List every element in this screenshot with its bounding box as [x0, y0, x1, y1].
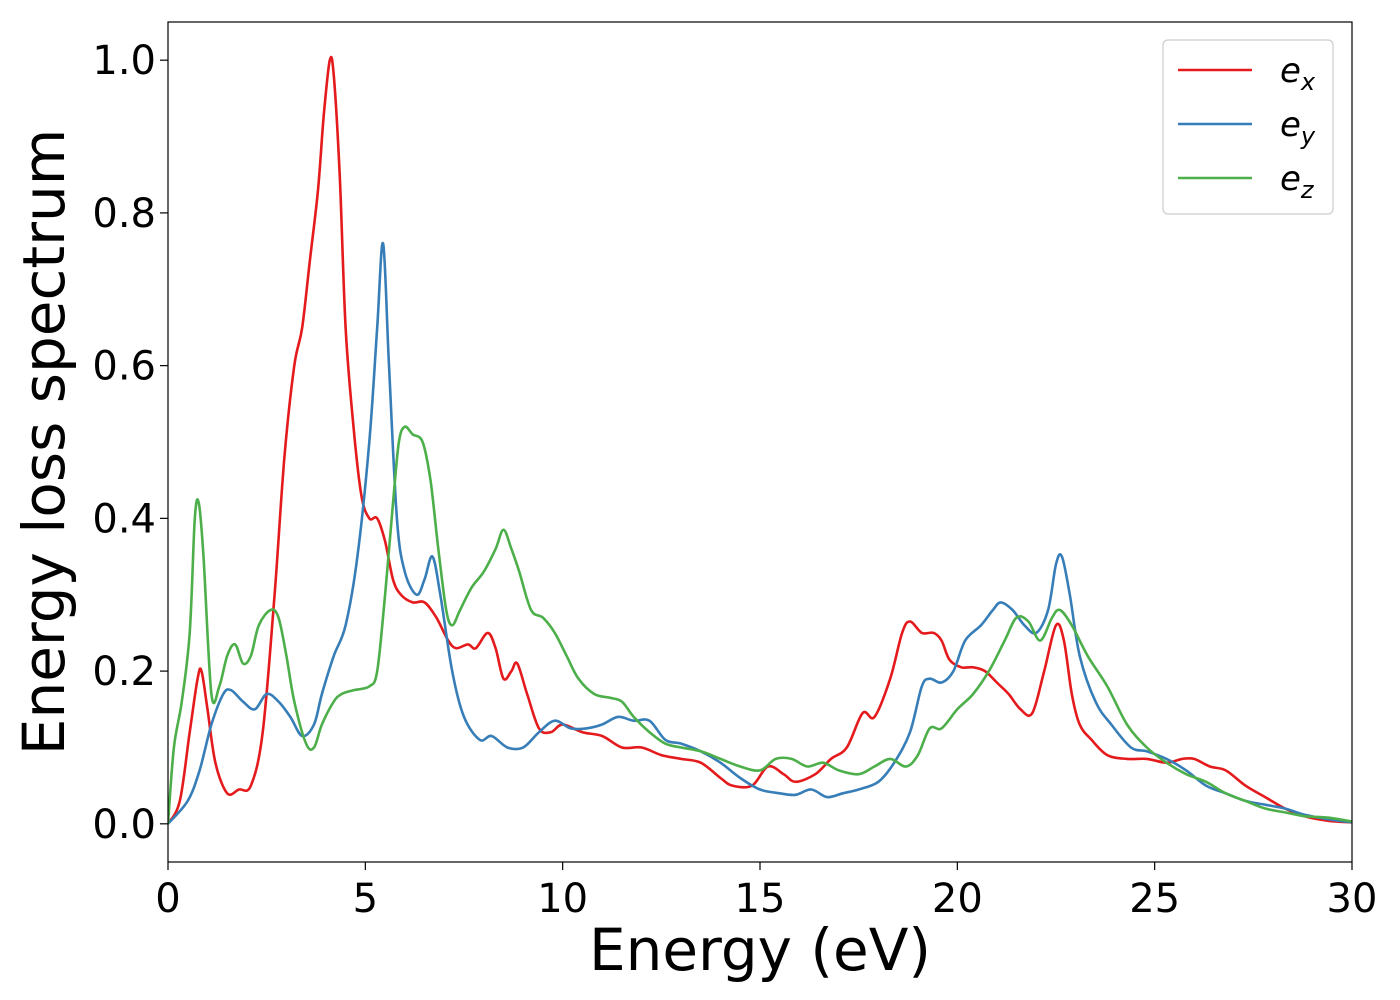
- y-tick-label: 0.4: [92, 496, 156, 542]
- x-axis-title: Energy (eV): [589, 916, 931, 984]
- x-tick-label: 20: [932, 876, 983, 922]
- series-layer: [168, 55, 1352, 825]
- legend-label-sub: x: [1300, 68, 1316, 96]
- ticks-layer: 0 5 10 15 20 25 30 0.0 0.2 0.4 0.6 0.8 1.0: [92, 38, 1377, 922]
- series-line-e_z: [168, 425, 1352, 824]
- y-tick-label: 0.0: [92, 802, 156, 848]
- x-tick-label: 0: [155, 876, 180, 922]
- series-line-e_y: [168, 242, 1352, 825]
- legend-label-sub: z: [1300, 176, 1315, 204]
- y-tick-label: 0.6: [92, 344, 156, 390]
- x-tick-label: 30: [1327, 876, 1378, 922]
- series-line-e_x: [168, 55, 1352, 825]
- legend-label-main: e: [1280, 51, 1301, 91]
- x-tick-label: 25: [1129, 876, 1180, 922]
- x-tick-label: 5: [353, 876, 378, 922]
- legend-label-main: e: [1280, 105, 1301, 145]
- legend-label-e_x: ex: [1280, 51, 1316, 96]
- plot-frame: [167, 21, 1353, 863]
- legend-label-main: e: [1280, 159, 1301, 199]
- y-tick-label: 0.8: [92, 191, 156, 237]
- legend-label-e_y: ey: [1280, 105, 1316, 150]
- legend-label-sub: y: [1300, 122, 1316, 150]
- x-tick-label: 15: [735, 876, 786, 922]
- y-tick-label: 1.0: [92, 38, 156, 84]
- x-tick-label: 10: [537, 876, 588, 922]
- y-tick-label: 0.2: [92, 649, 156, 695]
- y-axis-title: Energy loss spectrum: [10, 129, 78, 755]
- legend-box: [1162, 39, 1334, 215]
- legend-label-e_z: ez: [1280, 159, 1315, 204]
